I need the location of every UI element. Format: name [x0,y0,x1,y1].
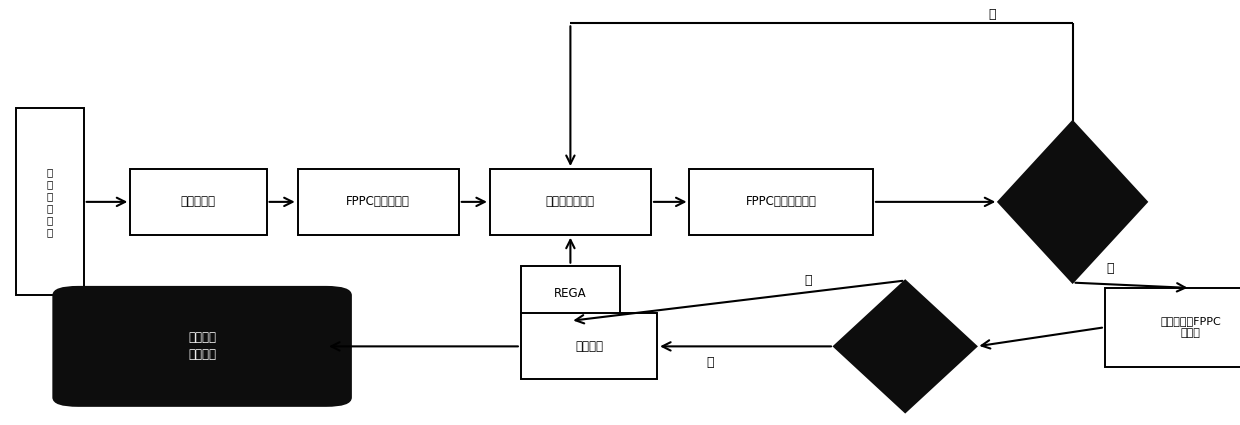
Bar [490,169,651,235]
Text: 否: 否 [988,8,996,21]
Text: FPPC模型初始化: FPPC模型初始化 [346,196,410,208]
Bar [1105,288,1240,366]
Bar [15,108,84,295]
Bar [689,169,873,235]
Polygon shape [833,280,977,412]
Polygon shape [998,121,1147,283]
Text: 计算并比较FPPC
适应度: 计算并比较FPPC 适应度 [1161,316,1220,338]
Bar [298,169,459,235]
Text: 数据预处理: 数据预处理 [181,196,216,208]
Text: FPPC迭代聚类运算: FPPC迭代聚类运算 [745,196,817,208]
Text: 否: 否 [805,274,812,287]
Text: 计算样本投影值: 计算样本投影值 [546,196,595,208]
Text: REGA: REGA [554,287,587,300]
Text: 是: 是 [1106,262,1114,275]
Bar [521,314,657,380]
Text: 管道分段
结果输出: 管道分段 结果输出 [188,332,216,361]
Text: 管
道
样
本
采
集: 管 道 样 本 采 集 [46,167,53,237]
Bar [130,169,267,235]
Bar [521,266,620,321]
FancyBboxPatch shape [53,287,351,406]
Text: 是: 是 [707,356,714,368]
Text: 管段分类: 管段分类 [575,340,603,353]
